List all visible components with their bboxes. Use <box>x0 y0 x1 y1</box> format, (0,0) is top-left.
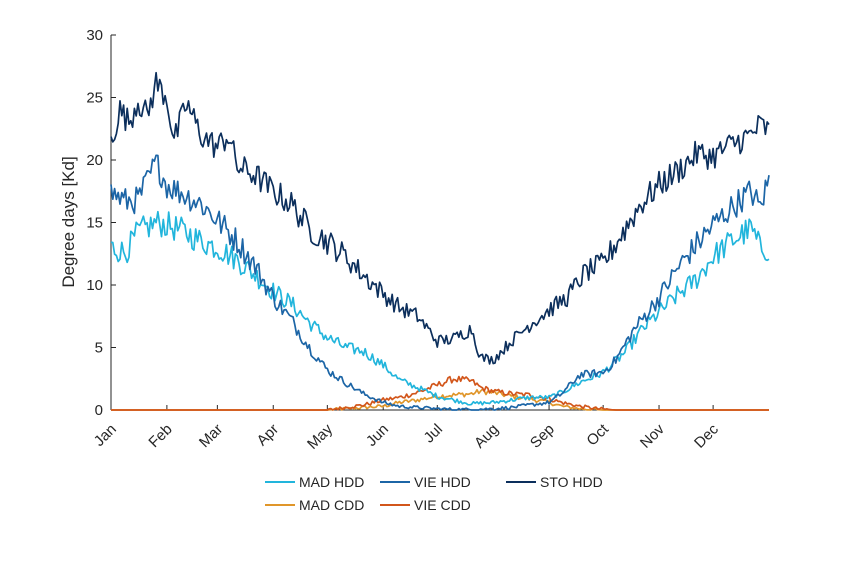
legend-label: MAD HDD <box>299 474 364 490</box>
x-tick-label: Jun <box>363 421 392 450</box>
legend-label: VIE HDD <box>414 474 471 490</box>
x-tick-label: Apr <box>254 421 283 450</box>
legend: MAD HDD VIE HDD STO HDD MAD CDD VIE CDD <box>262 470 624 518</box>
series-line-0 <box>110 210 770 406</box>
plot-area: 0 5 10 15 20 25 30 Jan Feb Mar Apr May Jun Jul Aug Sep… <box>86 27 770 453</box>
y-tick-label: 5 <box>95 340 103 357</box>
series-line-2 <box>110 71 770 365</box>
legend-label: STO HDD <box>540 474 603 490</box>
series-lines <box>110 71 770 411</box>
y-tick-label: 25 <box>86 90 103 107</box>
y-tick-label: 0 <box>95 402 103 419</box>
x-axis-ticks: Jan Feb Mar Apr May Jun Jul Aug Sep Oct Nov Dec <box>91 405 722 453</box>
y-axis-ticks: 0 5 10 15 20 25 30 <box>86 27 116 419</box>
x-tick-label: Dec <box>691 420 722 451</box>
legend-box <box>262 470 624 518</box>
x-tick-label: Aug <box>471 421 502 452</box>
x-tick-label: Oct <box>583 420 612 449</box>
x-tick-label: Sep <box>527 421 558 452</box>
series-line-3 <box>111 388 769 411</box>
y-tick-label: 15 <box>86 215 103 232</box>
x-tick-label: May <box>304 420 336 452</box>
x-tick-label: Mar <box>196 421 226 451</box>
legend-label: VIE CDD <box>414 497 471 513</box>
series-line-4 <box>111 375 769 411</box>
y-tick-label: 30 <box>86 27 103 44</box>
x-tick-label: Jul <box>421 421 447 447</box>
x-tick-label: Jan <box>91 421 120 450</box>
y-tick-label: 10 <box>86 277 103 294</box>
x-tick-label: Feb <box>145 421 175 451</box>
y-axis-title: Degree days [Kd] <box>59 156 78 287</box>
legend-label: MAD CDD <box>299 497 364 513</box>
x-tick-label: Nov <box>637 420 668 451</box>
y-tick-label: 20 <box>86 152 103 169</box>
series-line-1 <box>110 154 770 411</box>
